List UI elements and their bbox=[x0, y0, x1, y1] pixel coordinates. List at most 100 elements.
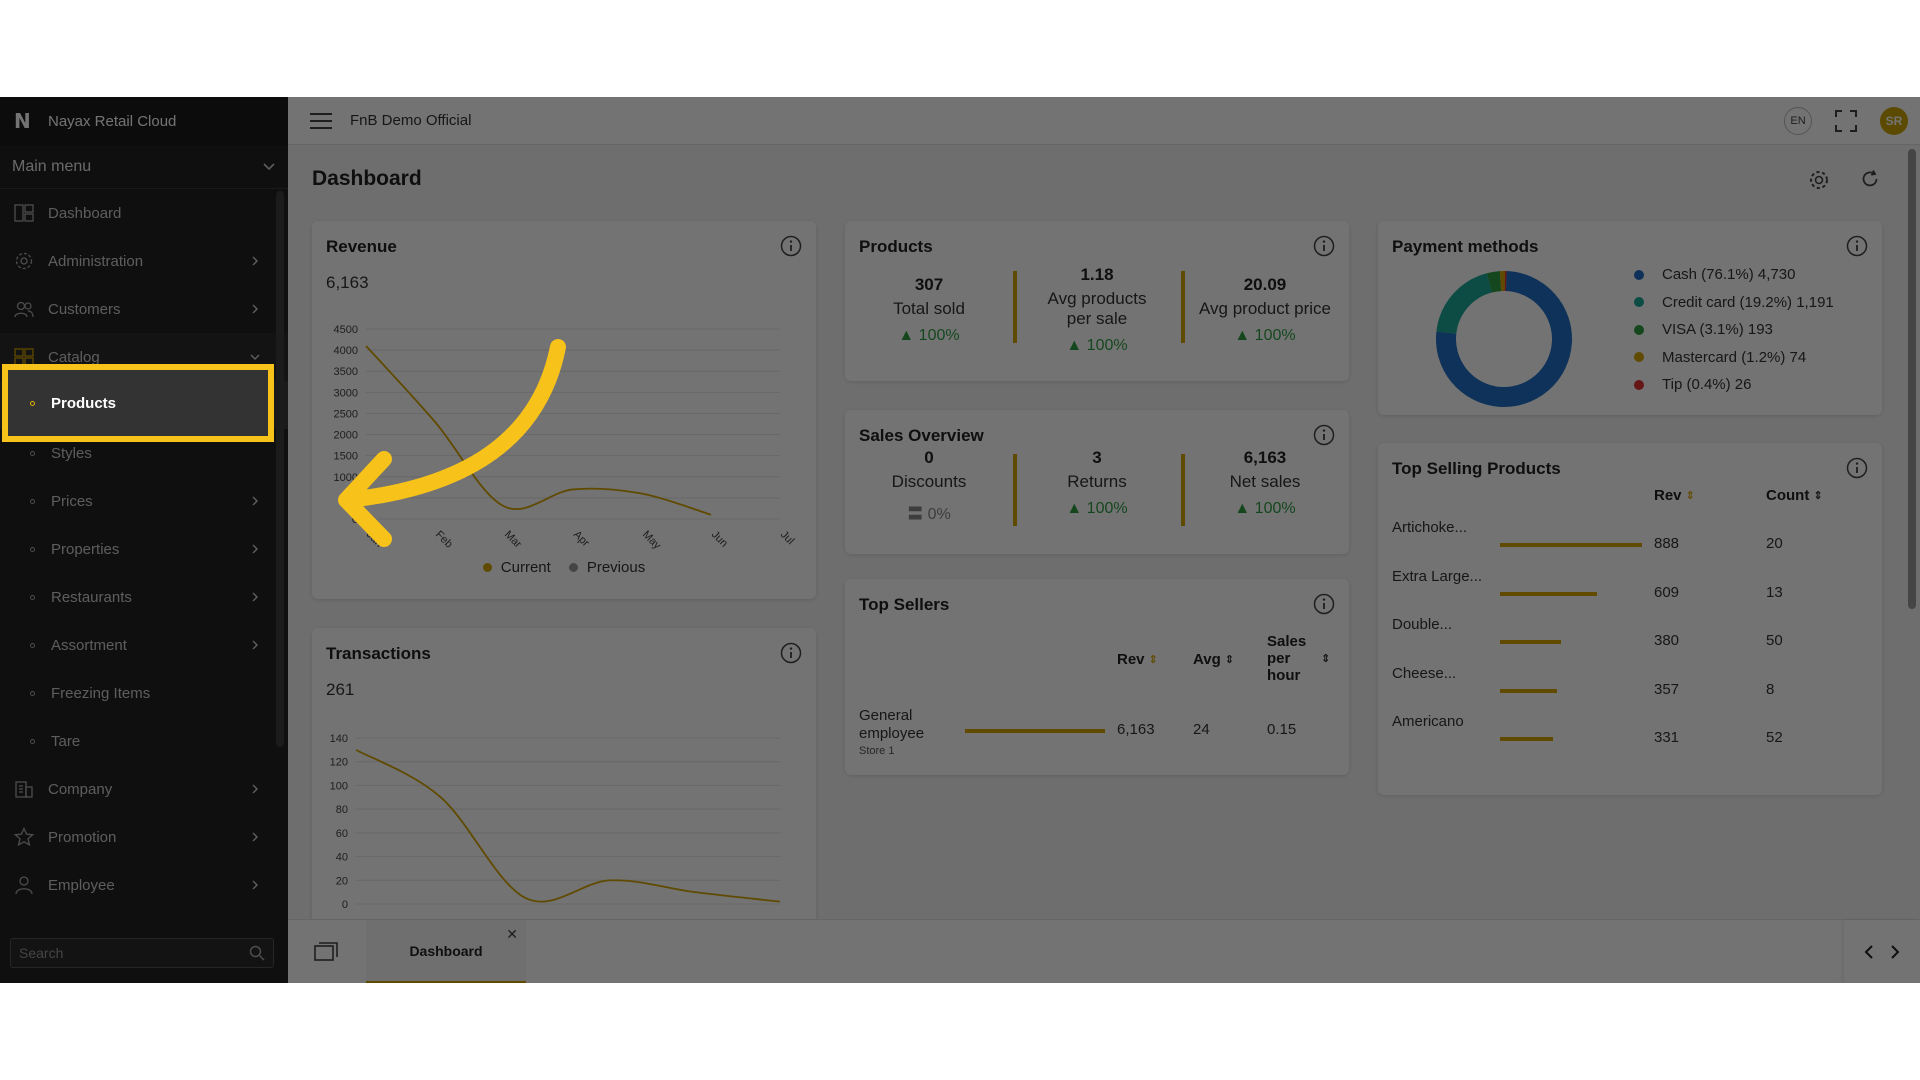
kpi-delta: ▲ 100% bbox=[1013, 337, 1181, 355]
seller-rev-bar bbox=[965, 729, 1105, 733]
info-icon[interactable] bbox=[1846, 457, 1868, 479]
product-name: Artichoke... bbox=[1392, 519, 1468, 536]
legend-item-credit-card[interactable]: Credit card (19.2%) 1,191 bbox=[1634, 289, 1834, 317]
y-tick-label: 500 bbox=[340, 493, 358, 505]
sidebar-item-promotion[interactable]: Promotion bbox=[0, 813, 288, 861]
info-icon[interactable] bbox=[1846, 235, 1868, 257]
y-tick-label: 2500 bbox=[334, 408, 358, 420]
legend-item-cash[interactable]: Cash (76.1%) 4,730 bbox=[1634, 261, 1834, 289]
table-row[interactable]: Cheese... 357 8 bbox=[1378, 665, 1882, 713]
table-row[interactable]: Extra Large... 609 13 bbox=[1378, 568, 1882, 616]
revenue-chart: 0 500 1000 1500 2000 2500 3000 3500 4000 4500 Jan F… bbox=[334, 324, 797, 551]
dashboard-icon bbox=[14, 203, 34, 223]
revenue-value: 6,163 bbox=[326, 273, 369, 292]
sidebar-item-administration[interactable]: Administration bbox=[0, 237, 288, 285]
col-header-rev[interactable]: Rev ⇕ bbox=[1654, 487, 1695, 504]
product-rev: 357 bbox=[1654, 680, 1680, 698]
kpi-delta: ▲ 100% bbox=[1181, 500, 1349, 518]
sidebar-item-label: Employee bbox=[48, 876, 115, 894]
sidebar-item-label: Assortment bbox=[51, 636, 127, 654]
tab-dashboard[interactable]: Dashboard ✕ bbox=[366, 920, 526, 983]
sidebar-item-label: Restaurants bbox=[51, 588, 132, 606]
info-icon[interactable] bbox=[1313, 424, 1335, 446]
chevron-right-icon bbox=[252, 304, 259, 314]
kpi-returns: 3 Returns ▲ 100% bbox=[1013, 448, 1181, 526]
tab-label: Dashboard bbox=[409, 942, 483, 959]
search-icon[interactable] bbox=[249, 945, 265, 961]
fullscreen-icon[interactable] bbox=[1834, 109, 1858, 133]
col-header-count[interactable]: Count ⇕ bbox=[1766, 487, 1823, 504]
transactions-chart: 0 20 40 60 80 100 120 140 bbox=[330, 733, 781, 911]
sidebar-subitem-tare[interactable]: Tare bbox=[0, 717, 288, 765]
info-icon[interactable] bbox=[1313, 593, 1335, 615]
sidebar-item-company[interactable]: Company bbox=[0, 765, 288, 813]
info-icon[interactable] bbox=[780, 235, 802, 257]
payment-methods-donut bbox=[1436, 271, 1572, 407]
sales-overview-card: Sales Overview 0 Discounts 〓 0% 3 Return… bbox=[845, 410, 1349, 554]
triangle-up-icon: ▲ bbox=[1234, 327, 1255, 344]
kpi-value: 0 bbox=[924, 448, 934, 467]
products-card: Products 307 Total sold ▲ 100% 1.18 Avg … bbox=[845, 221, 1349, 381]
legend-item-mastercard[interactable]: Mastercard (1.2%) 74 bbox=[1634, 344, 1834, 372]
table-row[interactable]: Americano 331 52 bbox=[1378, 713, 1882, 761]
product-rev-bar bbox=[1500, 543, 1642, 547]
sidebar-scrollbar[interactable] bbox=[276, 191, 284, 747]
sidebar-item-customers[interactable]: Customers bbox=[0, 285, 288, 333]
brand[interactable]: N Nayax Retail Cloud bbox=[0, 97, 288, 145]
sidebar-subitem-freezing-items[interactable]: Freezing Items bbox=[0, 669, 288, 717]
y-tick-label: 3000 bbox=[334, 387, 358, 399]
donut-slice bbox=[1486, 271, 1502, 293]
seller-rev: 6,163 bbox=[1117, 721, 1155, 738]
products-title: Products bbox=[859, 237, 933, 256]
y-tick-label: 1000 bbox=[334, 472, 358, 484]
sales-overview-title: Sales Overview bbox=[859, 426, 984, 445]
legend-item-current[interactable]: Current bbox=[482, 559, 551, 576]
bullet-icon bbox=[30, 400, 35, 406]
legend-label: Credit card (19.2%) 1,191 bbox=[1662, 293, 1834, 311]
sidebar-item-label: Administration bbox=[48, 252, 144, 270]
product-rev: 331 bbox=[1654, 729, 1680, 746]
legend-item-tip[interactable]: Tip (0.4%) 26 bbox=[1634, 371, 1834, 399]
company-name: FnB Demo Official bbox=[350, 112, 472, 129]
close-icon[interactable]: ✕ bbox=[506, 926, 518, 942]
table-row[interactable]: Double... 380 50 bbox=[1378, 616, 1882, 664]
sidebar-subitem-restaurants[interactable]: Restaurants bbox=[0, 573, 288, 621]
x-tick-label: Mar bbox=[502, 529, 524, 551]
main-scrollbar[interactable] bbox=[1908, 149, 1916, 609]
col-header-sales-per-hour[interactable]: Sales per hour ⇕ bbox=[1267, 633, 1330, 684]
sidebar-item-employee[interactable]: Employee bbox=[0, 861, 288, 909]
sidebar-item-dashboard[interactable]: Dashboard bbox=[0, 189, 288, 237]
revenue-title: Revenue bbox=[326, 237, 397, 256]
settings-gear-icon[interactable] bbox=[1808, 169, 1830, 191]
col-header-avg[interactable]: Avg ⇕ bbox=[1193, 651, 1234, 668]
col-header-rev[interactable]: Rev ⇕ bbox=[1117, 651, 1158, 668]
sidebar-search-input[interactable] bbox=[19, 945, 249, 961]
chevron-right-icon[interactable] bbox=[1889, 944, 1901, 960]
main-menu-toggle[interactable]: Main menu bbox=[0, 145, 288, 189]
refresh-icon[interactable] bbox=[1860, 169, 1880, 189]
table-row[interactable]: Artichoke... 888 20 bbox=[1378, 519, 1882, 567]
info-icon[interactable] bbox=[780, 642, 802, 664]
bullet-icon bbox=[30, 450, 35, 456]
avatar[interactable]: SR bbox=[1880, 107, 1908, 135]
legend-item-visa[interactable]: VISA (3.1%) 193 bbox=[1634, 316, 1834, 344]
chevron-left-icon[interactable] bbox=[1863, 944, 1875, 960]
windows-icon[interactable] bbox=[314, 942, 338, 962]
tutorial-highlight-products[interactable]: Products bbox=[2, 364, 274, 442]
col-header-label: Count bbox=[1766, 487, 1810, 504]
legend-item-previous[interactable]: Previous bbox=[568, 559, 645, 576]
kpi-delta: ▲ 100% bbox=[1013, 500, 1181, 518]
kpi-label: Total sold bbox=[893, 299, 965, 318]
sidebar-subitem-assortment[interactable]: Assortment bbox=[0, 621, 288, 669]
hamburger-menu-icon[interactable] bbox=[310, 112, 332, 129]
chevron-right-icon bbox=[252, 880, 259, 890]
transactions-value: 261 bbox=[326, 680, 355, 699]
product-name: Cheese... bbox=[1392, 664, 1457, 682]
kpi-value: 3 bbox=[1092, 448, 1102, 467]
info-icon[interactable] bbox=[1313, 235, 1335, 257]
legend-label: Current bbox=[500, 559, 551, 576]
language-switch[interactable]: EN bbox=[1784, 107, 1812, 135]
sidebar-subitem-properties[interactable]: Properties bbox=[0, 525, 288, 573]
sidebar-subitem-prices[interactable]: Prices bbox=[0, 477, 288, 525]
y-tick-label: 80 bbox=[336, 804, 348, 816]
